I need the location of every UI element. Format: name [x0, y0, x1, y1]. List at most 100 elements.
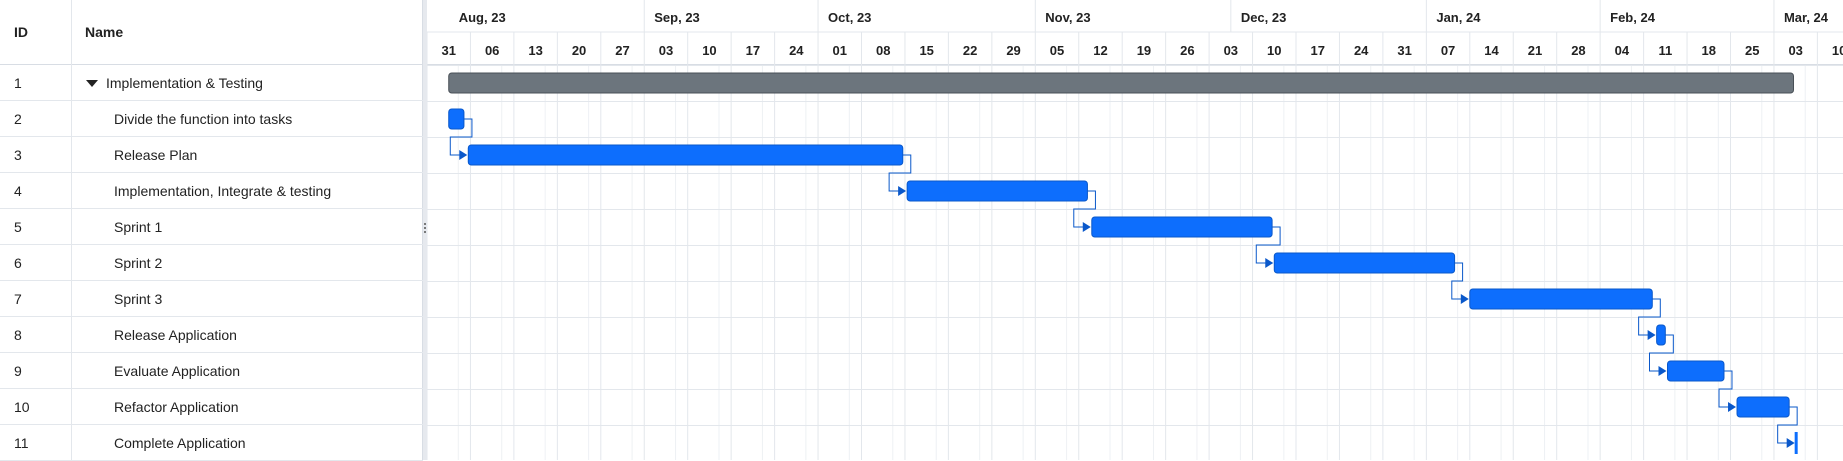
row-name: Sprint 3 [114, 291, 163, 307]
splitter-handle-icon[interactable] [424, 223, 426, 235]
week-label: 03 [1224, 43, 1238, 58]
connector-arrow-icon [1786, 438, 1795, 448]
task-bar[interactable] [1091, 216, 1273, 238]
summary-bar[interactable] [448, 72, 1795, 94]
week-label: 14 [1484, 43, 1499, 58]
row-id: 8 [14, 327, 22, 343]
pane-splitter[interactable] [423, 0, 427, 460]
week-label: 24 [789, 43, 804, 58]
connector-arrow-icon [1460, 294, 1469, 304]
row-id: 10 [14, 399, 30, 415]
week-label: 21 [1528, 43, 1542, 58]
dependency-connector [1451, 262, 1464, 300]
task-bar[interactable] [467, 144, 904, 166]
row-id: 11 [14, 435, 29, 451]
task-bar[interactable] [448, 108, 465, 130]
dependency-connector [1718, 370, 1733, 408]
row-name: Refactor Application [114, 399, 239, 415]
row-name: Complete Application [114, 435, 246, 451]
month-label: Oct, 23 [828, 10, 871, 25]
timeline-pane: 31 06 13 20 27 03 10 17 24 01 08 15 22 29 05 12 19 26 03 10… [427, 0, 1843, 460]
row-name: Implementation, Integrate & testing [114, 183, 332, 199]
row-name: Sprint 1 [114, 219, 163, 235]
column-divider[interactable] [71, 0, 72, 460]
task-bar[interactable] [1273, 252, 1456, 274]
row-name: Implementation & Testing [106, 75, 263, 91]
collapse-caret-icon[interactable] [86, 80, 98, 87]
task-bar[interactable] [906, 180, 1088, 202]
week-label: 12 [1093, 43, 1107, 58]
row-name: Release Plan [114, 147, 198, 163]
week-label: 17 [746, 43, 760, 58]
task-bar[interactable] [1736, 396, 1790, 418]
table-row[interactable]: 5 Sprint 1 [0, 209, 423, 245]
week-label: 07 [1441, 43, 1455, 58]
column-header-name[interactable]: Name [85, 24, 124, 40]
week-label: 29 [1006, 43, 1020, 58]
row-name: Sprint 2 [114, 255, 163, 271]
week-label: 27 [615, 43, 629, 58]
table-row[interactable]: 9 Evaluate Application [0, 353, 423, 389]
row-name: Release Application [114, 327, 237, 343]
week-label: 04 [1615, 43, 1630, 58]
table-row[interactable]: 1 Implementation & Testing [0, 65, 423, 101]
dependency-connector [1255, 226, 1281, 264]
week-label: 08 [876, 43, 890, 58]
dependency-connector [1073, 190, 1096, 228]
row-name: Divide the function into tasks [114, 111, 293, 127]
week-label: 03 [659, 43, 673, 58]
week-label: 20 [572, 43, 586, 58]
week-label: 24 [1354, 43, 1369, 58]
column-header-id[interactable]: ID [14, 24, 28, 40]
table-row[interactable]: 2 Divide the function into tasks [0, 101, 423, 137]
month-label: Aug, 23 [459, 10, 506, 25]
row-id: 4 [14, 183, 22, 199]
week-label: 05 [1050, 43, 1064, 58]
week-label: 31 [1397, 43, 1411, 58]
row-id: 2 [14, 111, 22, 127]
connector-arrow-icon [1082, 222, 1091, 232]
connector-arrow-icon [898, 186, 907, 196]
week-label: 06 [485, 43, 499, 58]
milestone-marker[interactable] [1794, 432, 1798, 454]
month-label: Dec, 23 [1241, 10, 1287, 25]
week-label: 01 [833, 43, 847, 58]
connector-arrow-icon [1265, 258, 1274, 268]
row-name: Evaluate Application [114, 363, 241, 379]
grid-header: ID Name [0, 0, 423, 65]
table-row[interactable]: 4 Implementation, Integrate & testing [0, 173, 423, 209]
task-bar[interactable] [1656, 324, 1666, 346]
table-row[interactable]: 7 Sprint 3 [0, 281, 423, 317]
table-row[interactable]: 8 Release Application [0, 317, 423, 353]
row-id: 6 [14, 255, 22, 271]
connector-arrow-icon [1728, 402, 1737, 412]
week-label: 15 [919, 43, 933, 58]
week-label: 17 [1310, 43, 1324, 58]
week-label: 10 [1267, 43, 1281, 58]
connector-arrow-icon [1658, 366, 1667, 376]
month-label: Sep, 23 [654, 10, 700, 25]
week-label: 18 [1702, 43, 1716, 58]
table-row[interactable]: 11 Complete Application [0, 425, 423, 461]
week-label: 03 [1788, 43, 1802, 58]
week-label: 25 [1745, 43, 1759, 58]
table-row[interactable]: 3 Release Plan [0, 137, 423, 173]
dependency-connector [1638, 298, 1661, 336]
dependency-connector [1649, 334, 1674, 372]
week-label: 13 [528, 43, 542, 58]
dependency-connector [1777, 406, 1798, 444]
row-id: 9 [14, 363, 22, 379]
timeline-canvas: 31 06 13 20 27 03 10 17 24 01 08 15 22 29 05 12 19 26 03 10… [427, 0, 1843, 460]
task-bar[interactable] [1469, 288, 1653, 310]
row-id: 7 [14, 291, 22, 307]
table-row[interactable]: 6 Sprint 2 [0, 245, 423, 281]
row-id: 1 [14, 75, 22, 91]
connector-arrow-icon [1647, 330, 1656, 340]
dependency-connector [888, 154, 912, 192]
task-bar[interactable] [1666, 360, 1725, 382]
month-label: Feb, 24 [1610, 10, 1656, 25]
month-label: Nov, 23 [1045, 10, 1090, 25]
week-label: 26 [1180, 43, 1194, 58]
week-label: 10 [702, 43, 716, 58]
table-row[interactable]: 10 Refactor Application [0, 389, 423, 425]
